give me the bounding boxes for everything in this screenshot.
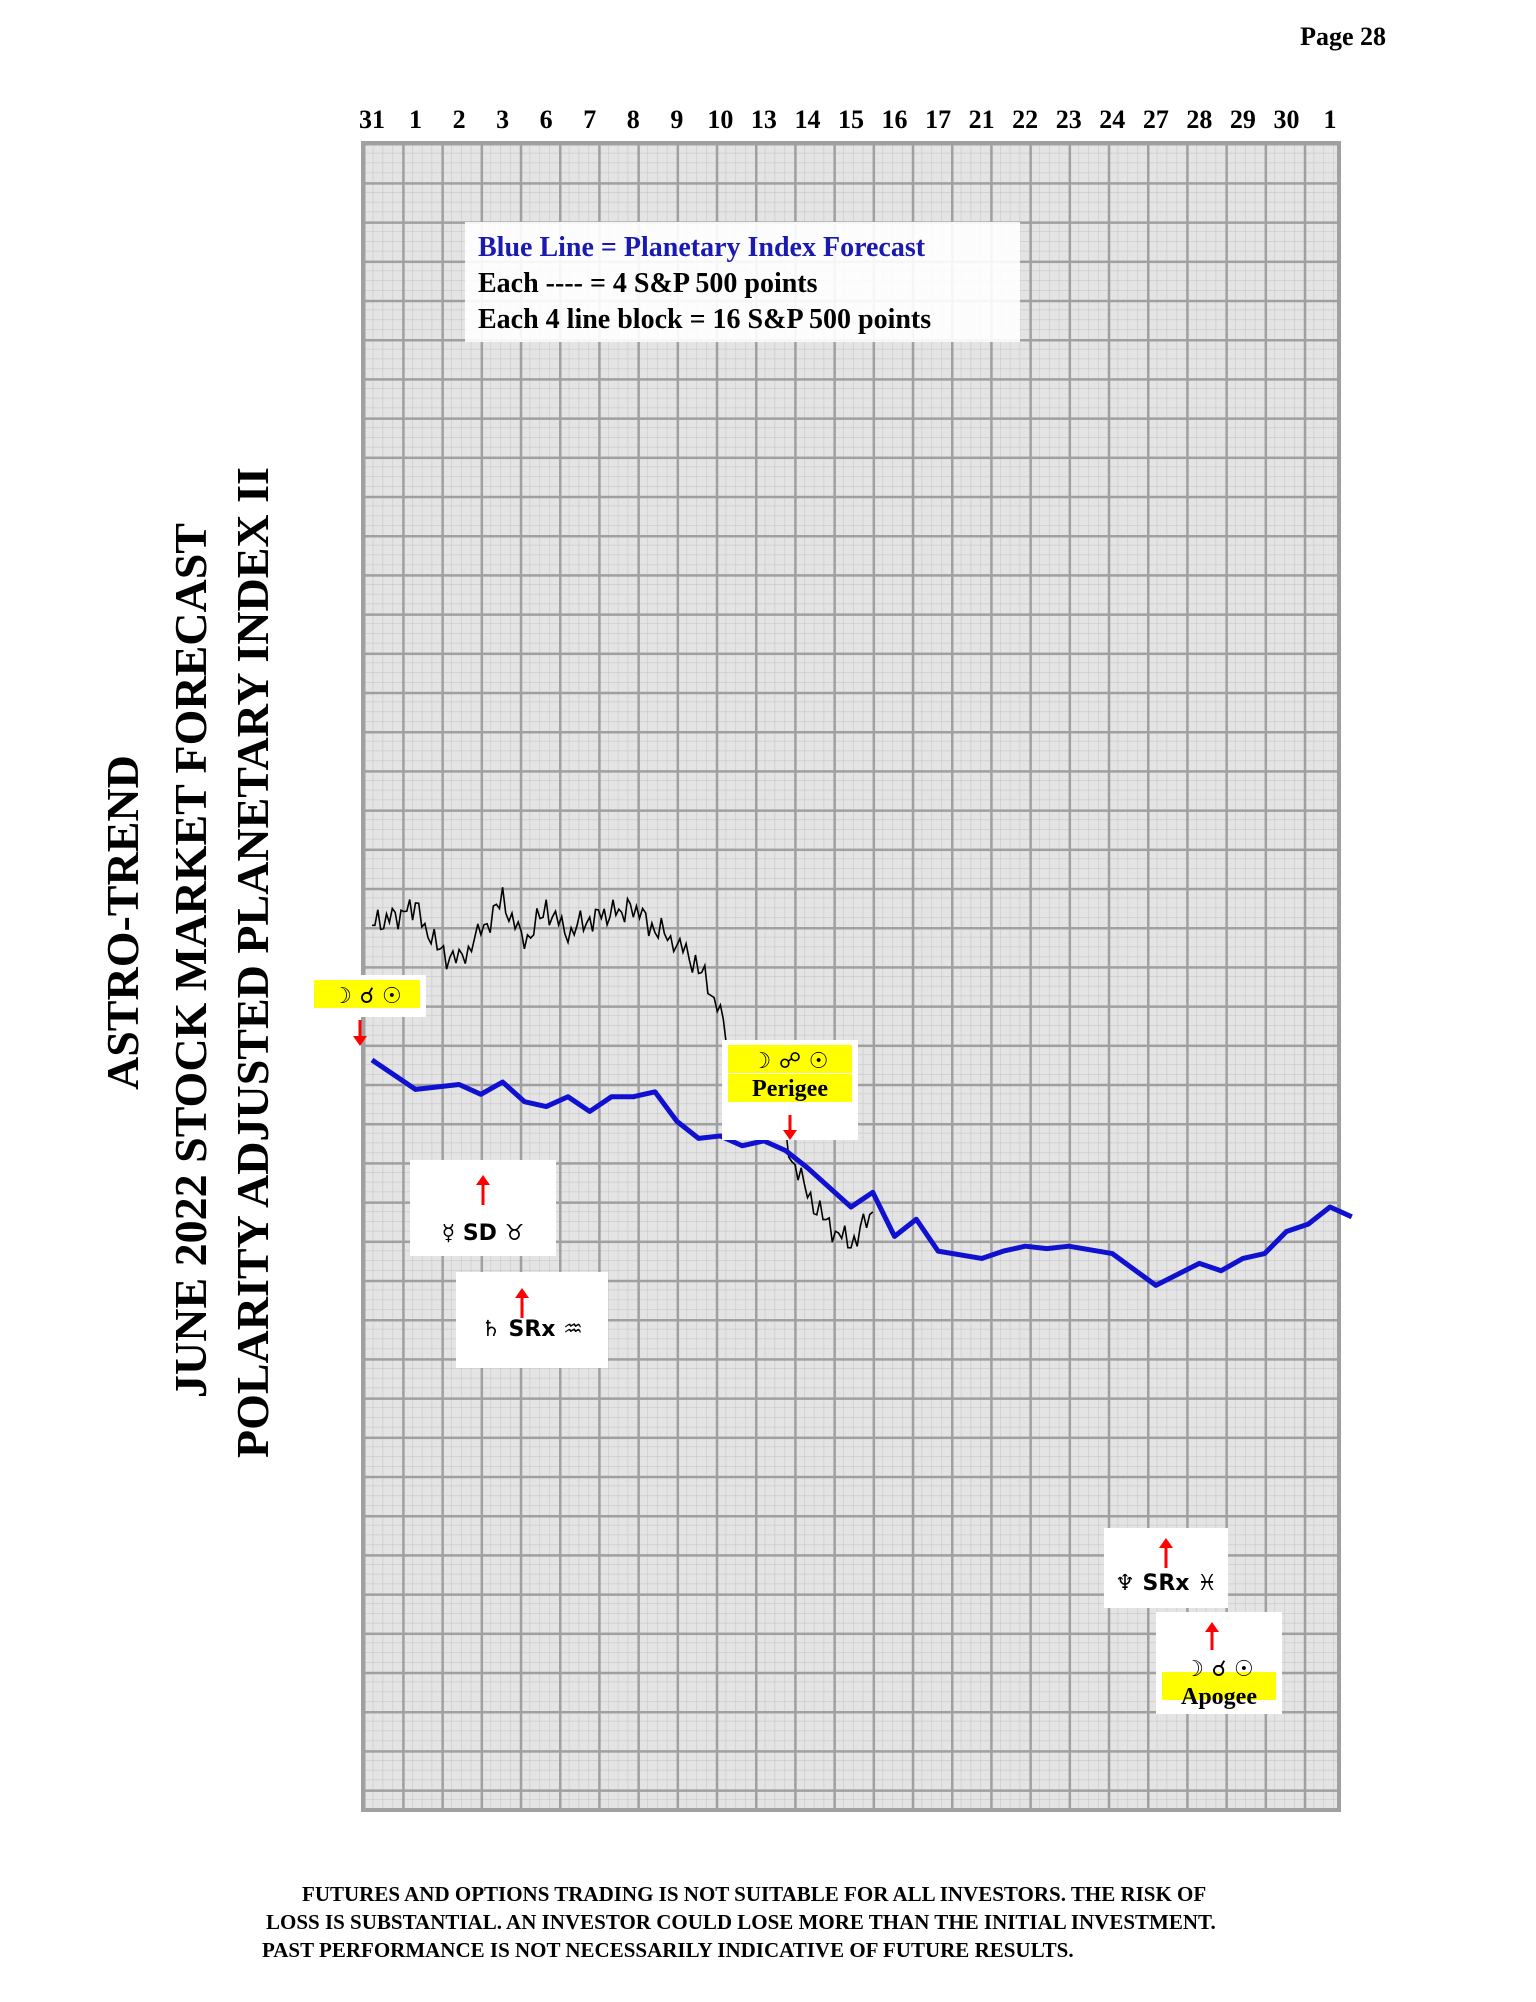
price-series [372,887,874,1249]
annotation-arrowhead [476,1175,490,1185]
disclaimer-line-1: FUTURES AND OPTIONS TRADING IS NOT SUITA… [302,1882,1207,1906]
x-tick-label: 3 [496,105,509,134]
annotations: ☽ ☌ ☉ ☿ SD ♉ ♄ SRx ♒ ☽ ☍ ☉Perigee ♆ SRx ♓ ☽ ☌… [308,975,1282,1714]
price-line [372,887,874,1249]
x-tick-label: 15 [838,105,864,134]
grid-area [361,141,1341,1812]
disclaimer-line-2: LOSS IS SUBSTANTIAL. AN INVESTOR COULD L… [266,1910,1216,1934]
x-tick-label: 21 [969,105,995,134]
x-tick-label: 1 [1324,105,1337,134]
x-tick-label: 9 [670,105,683,134]
forecast-line [370,1057,1353,1288]
x-tick-label: 16 [882,105,908,134]
x-tick-label: 29 [1230,105,1256,134]
legend-box: Blue Line = Planetary Index Forecast Eac… [465,222,1020,342]
x-tick-label: 23 [1056,105,1082,134]
annotation-symbols: ☽ ☌ ☉ [1184,1657,1254,1682]
x-tick-label: 2 [453,105,466,134]
x-tick-label: 28 [1186,105,1212,134]
legend-line-2: Each ---- = 4 S&P 500 points [478,268,818,299]
annotation-arrowhead [353,1036,367,1046]
annotation-apogee: ☽ ☌ ☉Apogee [1156,1612,1282,1714]
x-tick-labels: 31 1 2 3 6 7 8 9 10 13 14 15 16 17 21 22 23 24 27 28 29 30 1 [359,105,1337,134]
annotation-symbols: ☿ SD ♉ [442,1221,525,1246]
annotation-perigee: ☽ ☍ ☉Perigee [722,1040,858,1140]
legend-line-3: Each 4 line block = 16 S&P 500 points [478,304,931,335]
annotation-caption: Perigee [752,1076,828,1102]
x-tick-label: 10 [707,105,733,134]
x-tick-label: 17 [925,105,951,134]
x-tick-label: 6 [540,105,553,134]
annotation-arrowhead [515,1288,529,1298]
x-tick-label: 14 [794,105,820,134]
x-tick-label: 30 [1273,105,1299,134]
x-tick-label: 7 [583,105,596,134]
annotation-symbols: ☽ ☌ ☉ [332,984,402,1009]
annotation-symbols: ☽ ☍ ☉ [751,1049,828,1074]
annotation-neptune-retro-pisces: ♆ SRx ♓ [1104,1528,1228,1608]
annotation-arrowhead [1159,1538,1173,1548]
disclaimer-line-3: PAST PERFORMANCE IS NOT NECESSARILY INDI… [262,1938,1074,1962]
x-tick-label: 24 [1099,105,1125,134]
x-tick-label: 27 [1143,105,1169,134]
forecast-series [370,1057,1353,1288]
annotation-symbols: ♆ SRx ♓ [1115,1571,1217,1596]
annotation-mercury-direct-taurus: ☿ SD ♉ [410,1160,556,1256]
annotation-saturn-retro-aquarius: ♄ SRx ♒ [456,1272,608,1368]
x-tick-label: 31 [359,105,385,134]
annotation-symbols: ♄ SRx ♒ [481,1317,583,1342]
x-tick-label: 22 [1012,105,1038,134]
annotation-arrowhead [1205,1622,1219,1632]
disclaimer: FUTURES AND OPTIONS TRADING IS NOT SUITA… [262,1880,1462,1964]
x-tick-label: 1 [409,105,422,134]
legend-line-1: Blue Line = Planetary Index Forecast [478,232,926,263]
annotation-moon-conj-sun-start: ☽ ☌ ☉ [308,975,426,1046]
annotation-caption: Apogee [1181,1684,1257,1710]
annotation-arrowhead [783,1130,797,1140]
x-tick-label: 8 [627,105,640,134]
page-number: Page 28 [1300,22,1386,51]
x-tick-label: 13 [751,105,777,134]
